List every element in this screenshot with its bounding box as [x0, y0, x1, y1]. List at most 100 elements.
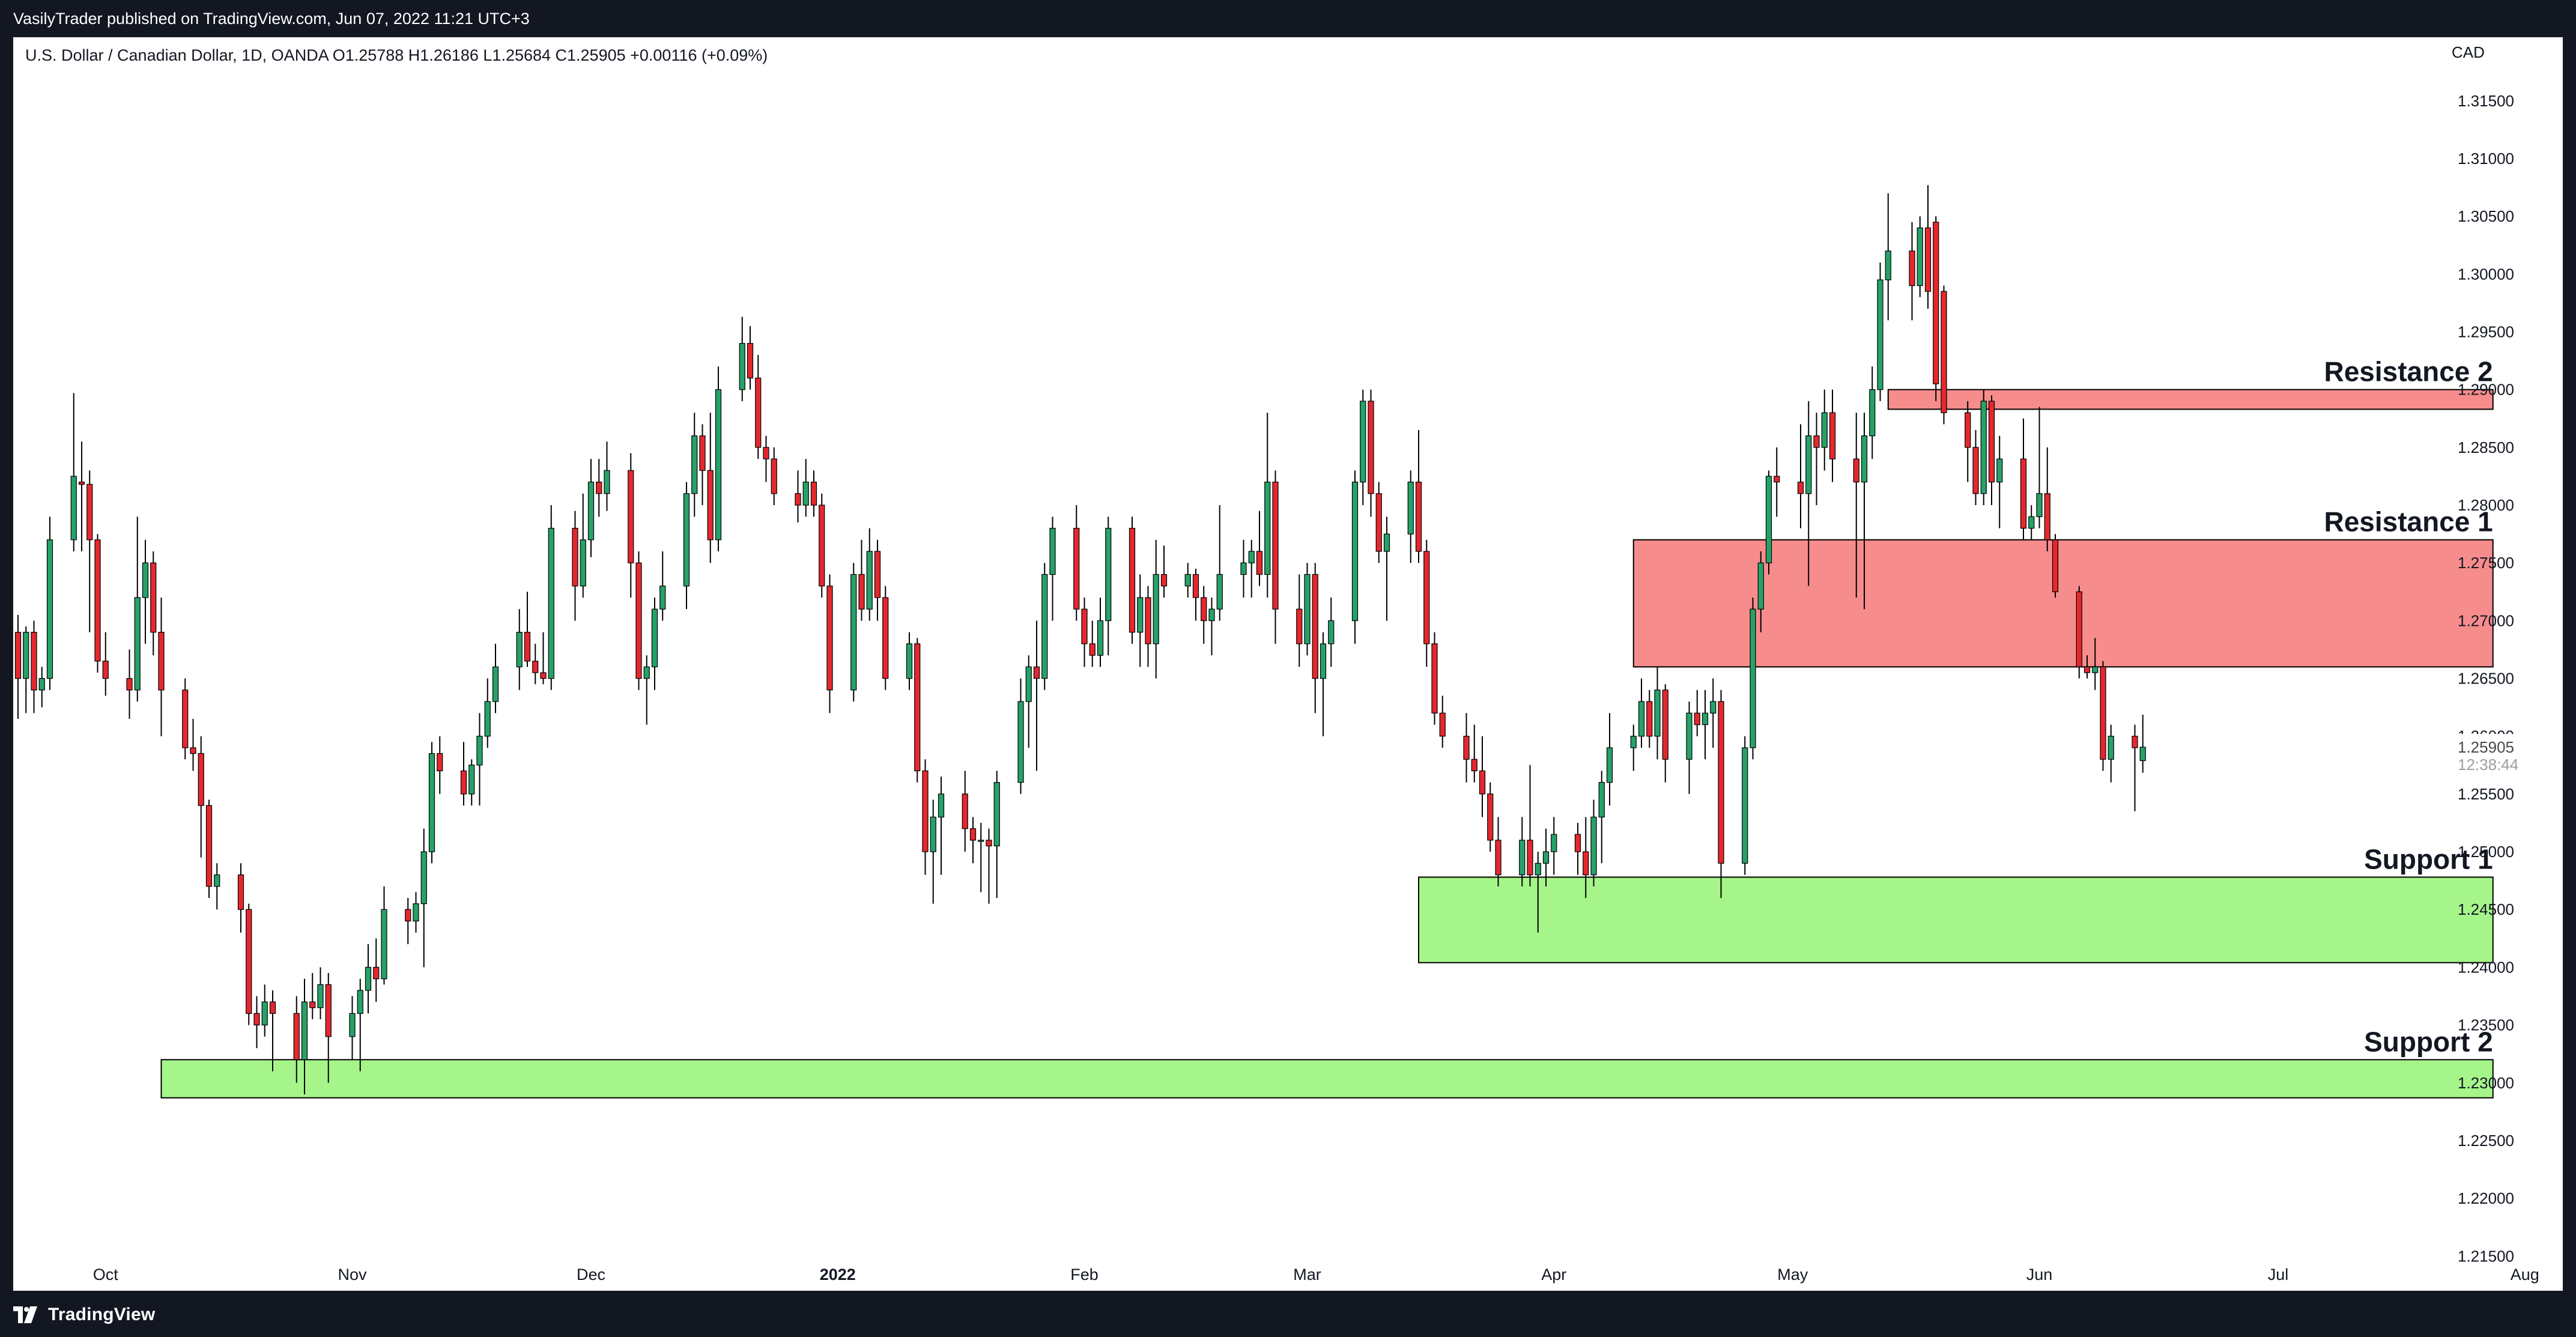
price-tick-label: 1.29500: [2458, 323, 2514, 341]
candle-down: [293, 1013, 300, 1060]
time-tick-label: Feb: [1070, 1266, 1099, 1284]
price-tick-label: 1.28500: [2458, 438, 2514, 456]
price-tick-label: 1.30000: [2458, 265, 2514, 283]
time-tick-label: 2022: [820, 1266, 856, 1284]
candle-up: [413, 903, 419, 922]
price-tick-label: 1.24000: [2458, 958, 2514, 976]
candle-down: [962, 793, 968, 829]
candle-down: [2076, 591, 2082, 667]
candle-down: [826, 586, 833, 691]
candle-down: [2020, 458, 2027, 529]
candle-down: [874, 551, 881, 598]
candlestick-chart[interactable]: Resistance 2 Resistance 1 Support 1 Support…: [13, 37, 2563, 1291]
candle-down: [969, 828, 977, 841]
candle-up: [659, 586, 666, 610]
candle-up: [2139, 747, 2146, 762]
chart-area[interactable]: Resistance 2 Resistance 1 Support 1 Support…: [13, 37, 2563, 1291]
candle-up: [930, 816, 936, 852]
last-price-value: 1.25905: [2458, 738, 2514, 756]
candle-down: [2132, 736, 2138, 748]
candle-up: [214, 874, 220, 887]
candle-down: [94, 539, 101, 662]
candle-down: [795, 493, 801, 506]
price-axis[interactable]: CAD 1.31500 1.31000 1.30500 1.30000 1.29500 1.…: [2452, 43, 2524, 1265]
time-axis[interactable]: OctNovDec2022FebMarAprMayJunJulAugSep: [93, 1266, 2563, 1284]
candle-down: [1829, 412, 1836, 459]
currency-label: CAD: [2452, 43, 2485, 61]
candle-up: [1137, 597, 1144, 633]
candle-up: [1710, 701, 1717, 714]
candle-down: [1463, 736, 1470, 760]
time-tick-label: Apr: [1541, 1266, 1566, 1284]
candle-up: [1248, 551, 1255, 563]
candle-down: [437, 753, 443, 772]
candle-down: [1415, 481, 1422, 552]
candle-down: [540, 672, 547, 679]
tradingview-logo[interactable]: TradingView: [13, 1303, 155, 1327]
candle-up: [802, 481, 809, 506]
candle-down: [699, 435, 706, 471]
candle-down: [405, 909, 411, 922]
candle-down: [253, 1013, 260, 1026]
candle-down: [1431, 643, 1438, 714]
time-tick-label: Aug: [2511, 1266, 2539, 1284]
candle-up: [1638, 701, 1645, 737]
candle-up: [651, 608, 658, 667]
price-tick-label: 1.22000: [2458, 1189, 2514, 1207]
candle-up: [2092, 666, 2099, 673]
price-tick-label: 1.29000: [2458, 381, 2514, 399]
candle-up: [1304, 574, 1311, 644]
candle-down: [373, 966, 380, 980]
support-zone-4: [160, 1059, 2494, 1099]
zone-label: Resistance 2: [2324, 356, 2493, 387]
candle-up: [381, 909, 387, 980]
candle-down: [986, 840, 992, 847]
candles-layer: [14, 185, 2146, 1095]
tradingview-brand: TradingView: [48, 1305, 156, 1324]
candle-down: [1988, 401, 1995, 483]
candle-up: [1654, 690, 1661, 737]
candle-up: [1208, 608, 1215, 621]
candle-up: [1551, 834, 1557, 852]
time-tick-label: Mar: [1293, 1266, 1321, 1284]
resistance-zone-1: [1887, 389, 2494, 410]
candle-down: [1312, 574, 1318, 679]
price-tick-label: 1.31500: [2458, 92, 2514, 110]
candle-down: [1972, 447, 1979, 494]
candle-down: [1924, 227, 1932, 292]
price-tick-label: 1.24500: [2458, 900, 2514, 918]
candle-up: [317, 984, 324, 1008]
candle-up: [1742, 747, 1748, 864]
symbol-legend: U.S. Dollar / Canadian Dollar, 1D, OANDA…: [25, 46, 768, 64]
candle-up: [739, 343, 745, 390]
price-tick-label: 1.21500: [2458, 1247, 2514, 1265]
candle-up: [1184, 574, 1191, 587]
candle-up: [365, 966, 372, 991]
candle-down: [2084, 666, 2091, 673]
time-tick-label: Nov: [338, 1266, 367, 1284]
candle-down: [150, 562, 157, 633]
price-tick-label: 1.31000: [2458, 150, 2514, 168]
candle-down: [1201, 597, 1207, 621]
candle-down: [460, 770, 467, 795]
candle-down: [1375, 493, 1382, 552]
candle-down: [882, 597, 889, 679]
candle-down: [1272, 481, 1279, 610]
candle-down: [269, 1001, 276, 1014]
publish-header: VasilyTrader published on TradingView.co…: [0, 0, 2576, 37]
candle-down: [914, 643, 921, 772]
candle-up: [587, 481, 595, 541]
candle-up: [1877, 279, 1884, 390]
time-tick-label: Oct: [93, 1266, 119, 1284]
candle-up: [1861, 435, 1868, 483]
candle-down: [237, 874, 244, 910]
candle-down: [1583, 851, 1589, 876]
candle-up: [1765, 476, 1772, 563]
candle-down: [1662, 690, 1668, 760]
candle-up: [604, 470, 610, 494]
candle-down: [182, 690, 189, 748]
candle-up: [46, 539, 53, 679]
candle-down: [1487, 793, 1494, 841]
candle-down: [1909, 250, 1915, 286]
candle-down: [1439, 712, 1446, 737]
